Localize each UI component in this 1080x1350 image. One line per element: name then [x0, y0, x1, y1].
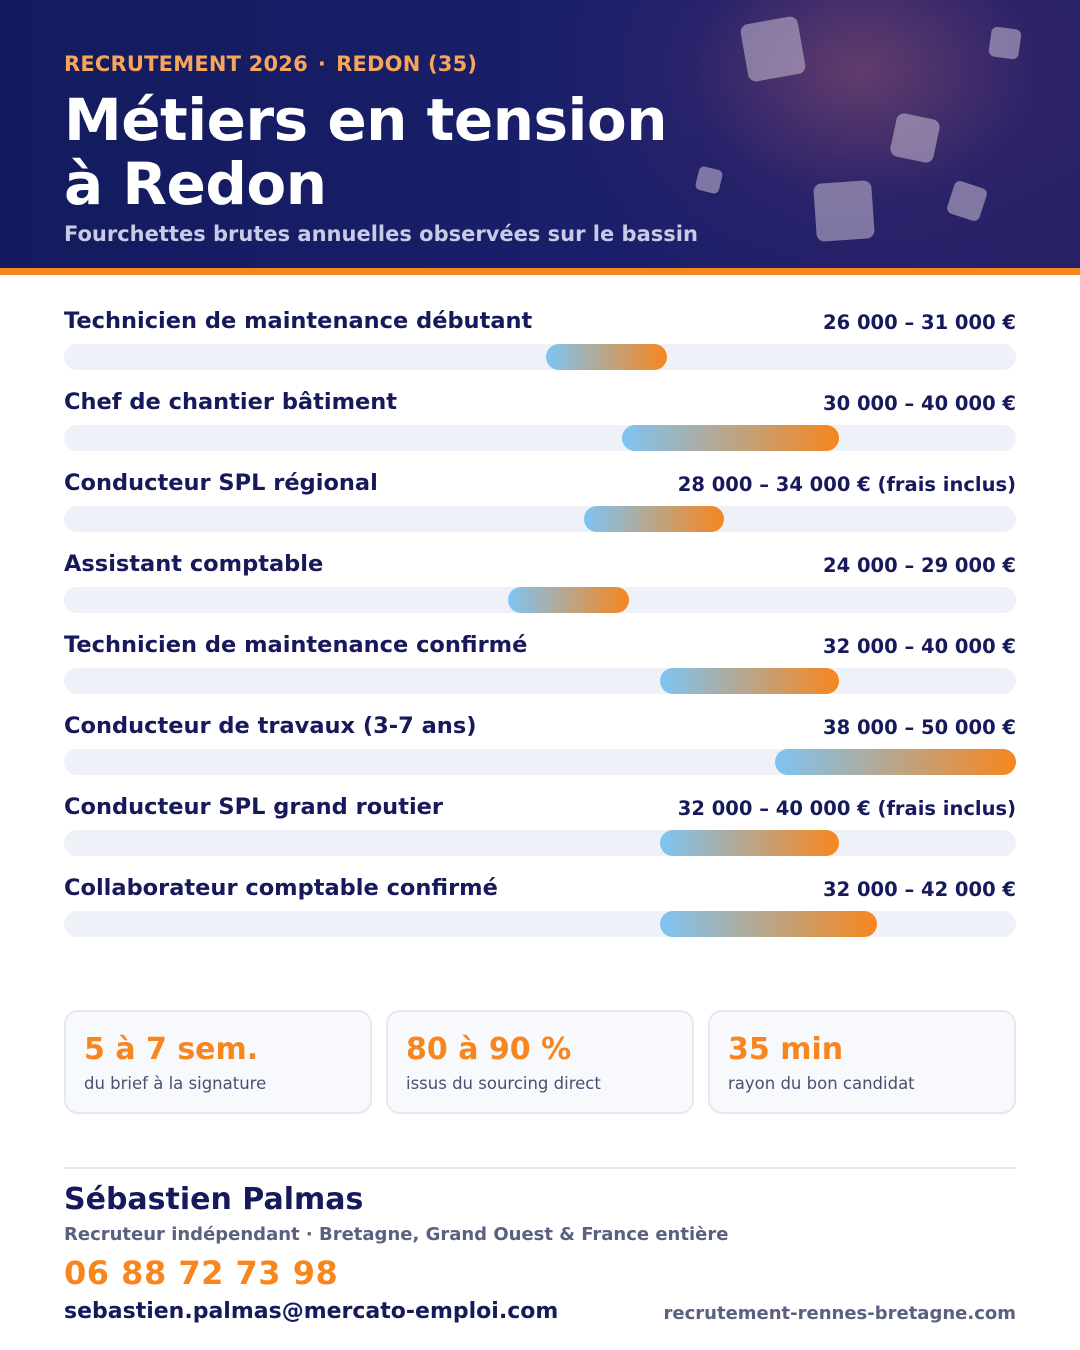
decor-square-icon — [988, 26, 1022, 60]
stat-card-radius: 35 min rayon du bon candidat — [708, 1010, 1016, 1114]
contact-name: Sébastien Palmas — [64, 1182, 364, 1217]
job-title: Technicien de maintenance confirmé — [64, 632, 528, 658]
decor-square-icon — [945, 179, 989, 223]
job-salary-range: 38 000 – 50 000 € — [823, 716, 1016, 739]
kicker-location: REDON (35) — [336, 52, 478, 76]
contact-phone[interactable]: 06 88 72 73 98 — [64, 1254, 339, 1292]
job-row: Collaborateur comptable confirmé 32 000 … — [64, 875, 1016, 945]
stat-label: rayon du bon candidat — [728, 1074, 915, 1093]
job-title: Assistant comptable — [64, 551, 324, 577]
salary-track — [64, 587, 1016, 613]
kicker: RECRUTEMENT 2026 · REDON (35) — [64, 52, 477, 76]
job-title: Conducteur de travaux (3-7 ans) — [64, 713, 477, 739]
job-title: Conducteur SPL grand routier — [64, 794, 444, 820]
stat-label: du brief à la signature — [84, 1074, 267, 1093]
stat-value: 5 à 7 sem. — [84, 1032, 259, 1067]
salary-range-bar — [507, 587, 630, 613]
page-title-line1: Métiers en tension — [64, 86, 668, 154]
contact-role: Recruteur indépendant · Bretagne, Grand … — [64, 1224, 729, 1245]
contact-website[interactable]: recrutement-rennes-bretagne.com — [663, 1303, 1016, 1324]
job-row: Conducteur de travaux (3-7 ans) 38 000 –… — [64, 713, 1016, 783]
salary-range-bar — [584, 506, 725, 532]
job-salary-range: 24 000 – 29 000 € — [823, 554, 1016, 577]
job-salary-range: 32 000 – 40 000 € (frais inclus) — [677, 797, 1016, 820]
salary-track — [64, 911, 1016, 937]
salary-range-bar — [774, 749, 1016, 775]
job-row: Conducteur SPL grand routier 32 000 – 40… — [64, 794, 1016, 864]
job-salary-range: 28 000 – 34 000 € (frais inclus) — [677, 473, 1016, 496]
job-title: Technicien de maintenance débutant — [64, 308, 533, 334]
job-row: Conducteur SPL régional 28 000 – 34 000 … — [64, 470, 1016, 540]
stat-card-delay: 5 à 7 sem. du brief à la signature — [64, 1010, 372, 1114]
salary-track — [64, 749, 1016, 775]
salary-range-bar — [622, 425, 839, 451]
job-row: Technicien de maintenance débutant 26 00… — [64, 308, 1016, 378]
job-title: Chef de chantier bâtiment — [64, 389, 398, 415]
salary-track — [64, 506, 1016, 532]
salary-track — [64, 830, 1016, 856]
stat-label: issus du sourcing direct — [406, 1074, 601, 1093]
job-salary-range: 32 000 – 40 000 € — [823, 635, 1016, 658]
decor-square-icon — [813, 180, 875, 242]
decor-square-icon — [694, 165, 724, 195]
stat-value: 80 à 90 % — [406, 1032, 572, 1067]
salary-range-bar — [546, 344, 668, 370]
stat-value: 35 min — [728, 1032, 844, 1067]
job-salary-range: 30 000 – 40 000 € — [823, 392, 1016, 415]
job-row: Technicien de maintenance confirmé 32 00… — [64, 632, 1016, 702]
decor-square-icon — [739, 15, 807, 83]
header-banner: RECRUTEMENT 2026 · REDON (35) Métiers en t… — [0, 0, 1080, 268]
header-divider — [0, 268, 1080, 275]
salary-track — [64, 344, 1016, 370]
salary-range-bar — [660, 668, 839, 694]
kicker-campaign: RECRUTEMENT 2026 — [64, 52, 308, 76]
salary-track — [64, 425, 1016, 451]
kicker-separator: · — [317, 52, 327, 76]
job-row: Assistant comptable 24 000 – 29 000 € — [64, 551, 1016, 621]
job-row: Chef de chantier bâtiment 30 000 – 40 00… — [64, 389, 1016, 459]
contact-email[interactable]: sebastien.palmas@mercato-emploi.com — [64, 1299, 559, 1324]
job-salary-range: 26 000 – 31 000 € — [823, 311, 1016, 334]
page-title: Métiers en tension à Redon — [64, 86, 668, 218]
job-title: Collaborateur comptable confirmé — [64, 875, 498, 901]
page-subtitle: Fourchettes brutes annuelles observées s… — [64, 222, 698, 246]
salary-range-bar — [660, 830, 839, 856]
job-title: Conducteur SPL régional — [64, 470, 378, 496]
job-salary-range: 32 000 – 42 000 € — [823, 878, 1016, 901]
stat-card-sourcing: 80 à 90 % issus du sourcing direct — [386, 1010, 694, 1114]
salary-track — [64, 668, 1016, 694]
decor-square-icon — [888, 111, 942, 165]
page-title-line2: à Redon — [64, 150, 327, 218]
footer-divider — [64, 1167, 1016, 1169]
salary-range-bar — [660, 911, 877, 937]
